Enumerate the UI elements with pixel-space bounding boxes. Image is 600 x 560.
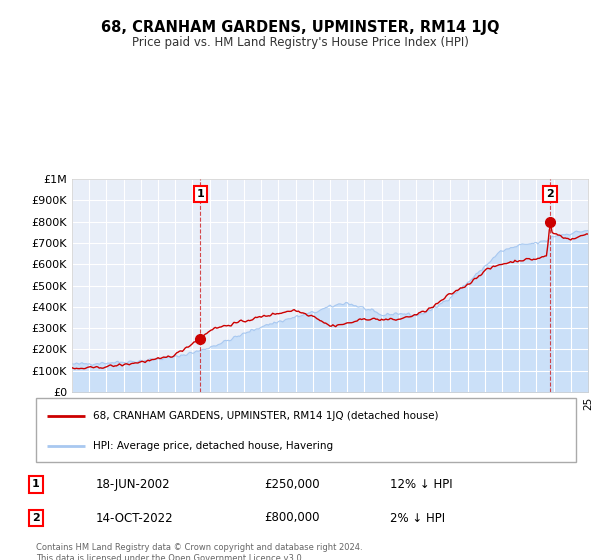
FancyBboxPatch shape: [36, 398, 576, 462]
Text: Contains HM Land Registry data © Crown copyright and database right 2024.
This d: Contains HM Land Registry data © Crown c…: [36, 543, 362, 560]
Text: HPI: Average price, detached house, Havering: HPI: Average price, detached house, Have…: [92, 441, 333, 451]
Text: 2% ↓ HPI: 2% ↓ HPI: [390, 511, 445, 525]
Text: 12% ↓ HPI: 12% ↓ HPI: [390, 478, 452, 491]
Text: 2: 2: [546, 189, 554, 199]
Text: 68, CRANHAM GARDENS, UPMINSTER, RM14 1JQ: 68, CRANHAM GARDENS, UPMINSTER, RM14 1JQ: [101, 20, 499, 35]
Text: £250,000: £250,000: [264, 478, 320, 491]
Text: 1: 1: [32, 479, 40, 489]
Text: 14-OCT-2022: 14-OCT-2022: [96, 511, 173, 525]
Text: 18-JUN-2002: 18-JUN-2002: [96, 478, 170, 491]
Text: 2: 2: [32, 513, 40, 523]
Text: 1: 1: [196, 189, 204, 199]
Text: 68, CRANHAM GARDENS, UPMINSTER, RM14 1JQ (detached house): 68, CRANHAM GARDENS, UPMINSTER, RM14 1JQ…: [92, 410, 438, 421]
Text: £800,000: £800,000: [264, 511, 320, 525]
Text: Price paid vs. HM Land Registry's House Price Index (HPI): Price paid vs. HM Land Registry's House …: [131, 36, 469, 49]
